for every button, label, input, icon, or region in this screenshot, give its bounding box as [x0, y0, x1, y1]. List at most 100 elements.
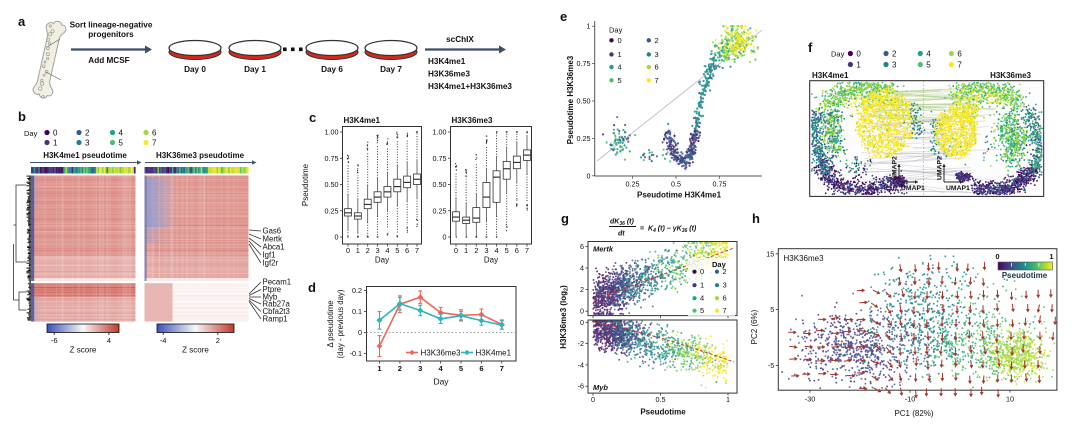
svg-text:UMAP1: UMAP1	[946, 185, 970, 192]
svg-text:0: 0	[995, 252, 999, 261]
svg-text:0.25: 0.25	[577, 134, 591, 143]
svg-text:3: 3	[655, 50, 659, 59]
svg-text:6: 6	[479, 364, 483, 373]
svg-text:7: 7	[525, 246, 529, 255]
svg-text:Add MCSF: Add MCSF	[88, 56, 129, 65]
svg-text:Day 0: Day 0	[184, 65, 206, 74]
svg-text:5: 5	[505, 246, 509, 255]
svg-text:Pseudotime: Pseudotime	[640, 408, 686, 417]
svg-text:6: 6	[580, 242, 584, 251]
svg-text:0: 0	[335, 233, 339, 242]
svg-text:2: 2	[655, 36, 659, 45]
svg-text:H3K36me3: H3K36me3	[990, 71, 1031, 80]
svg-text:Igf1: Igf1	[263, 251, 276, 260]
svg-text:H3K4me1: H3K4me1	[812, 71, 849, 80]
svg-text:5: 5	[700, 306, 704, 315]
svg-text:-30: -30	[805, 395, 815, 404]
svg-text:Mertk: Mertk	[263, 235, 283, 244]
svg-text:Δ pseudotime: Δ pseudotime	[326, 300, 335, 347]
svg-text:Pseudotime H3K4me1: Pseudotime H3K4me1	[637, 191, 722, 200]
svg-text:0.5: 0.5	[671, 180, 681, 189]
svg-text:5: 5	[459, 364, 463, 373]
svg-text:Day: Day	[831, 50, 845, 59]
svg-text:Day: Day	[712, 260, 727, 269]
svg-text:0: 0	[358, 328, 362, 337]
svg-text:-5: -5	[768, 361, 774, 370]
svg-text:-10: -10	[905, 395, 915, 404]
svg-text:0: 0	[856, 50, 861, 59]
svg-text:0.75: 0.75	[713, 180, 727, 189]
svg-text:5: 5	[770, 305, 774, 314]
svg-text:1: 1	[377, 364, 381, 373]
svg-text:1: 1	[464, 246, 468, 255]
svg-text:1: 1	[726, 395, 730, 404]
svg-text:-4: -4	[160, 336, 167, 345]
svg-text:(day - previous day): (day - previous day)	[336, 289, 345, 358]
svg-text:Mertk: Mertk	[593, 245, 614, 254]
svg-text:2: 2	[723, 267, 727, 276]
svg-text:UMAP2: UMAP2	[937, 156, 944, 180]
svg-text:Myb: Myb	[263, 293, 278, 302]
svg-text:0: 0	[580, 307, 584, 316]
svg-text:0: 0	[700, 267, 704, 276]
svg-text:1.00: 1.00	[325, 128, 339, 137]
svg-text:4: 4	[494, 246, 498, 255]
svg-text:2: 2	[366, 246, 370, 255]
svg-text:0.5: 0.5	[656, 395, 666, 404]
svg-text:-0.1: -0.1	[350, 349, 362, 358]
svg-text:Day 1: Day 1	[244, 65, 266, 74]
svg-text:scChIX: scChIX	[446, 35, 474, 44]
svg-text:0.50: 0.50	[433, 180, 447, 189]
svg-text:-6: -6	[578, 382, 584, 391]
svg-text:0: 0	[346, 246, 350, 255]
svg-text:4: 4	[385, 246, 389, 255]
svg-text:Igf2r: Igf2r	[263, 259, 279, 268]
svg-text:Cbfa2t3: Cbfa2t3	[263, 307, 290, 316]
svg-text:4: 4	[700, 294, 704, 303]
svg-text:Pseudotime: Pseudotime	[1002, 271, 1048, 280]
svg-text:4: 4	[580, 264, 584, 273]
svg-text:0: 0	[618, 36, 622, 45]
svg-text:1.00: 1.00	[433, 128, 447, 137]
svg-text:7: 7	[152, 139, 157, 148]
svg-text:1: 1	[53, 139, 58, 148]
svg-text:5: 5	[395, 246, 399, 255]
svg-text:10: 10	[1006, 395, 1014, 404]
svg-text:6: 6	[957, 50, 962, 59]
svg-text:e: e	[560, 9, 567, 24]
svg-text:b: b	[18, 109, 26, 124]
svg-text:0: 0	[587, 171, 591, 180]
svg-text:4: 4	[107, 336, 111, 345]
svg-text:3: 3	[723, 281, 727, 290]
svg-text:g: g	[561, 211, 569, 226]
svg-text:0.1: 0.1	[352, 307, 362, 316]
svg-text:Day: Day	[375, 256, 389, 265]
svg-text:H3K36me3: H3K36me3	[784, 254, 825, 263]
svg-text:1: 1	[1049, 252, 1053, 261]
svg-text:Day 7: Day 7	[380, 65, 402, 74]
svg-text:H3K4me1: H3K4me1	[428, 57, 466, 66]
svg-text:0.75: 0.75	[433, 154, 447, 163]
svg-text:Rab27a: Rab27a	[263, 300, 291, 309]
svg-text:5: 5	[926, 61, 931, 70]
svg-text:H3K4me1+H3K36me3: H3K4me1+H3K36me3	[428, 82, 512, 91]
svg-text:7: 7	[655, 76, 659, 85]
svg-text:Pseudotime H3K36me3: Pseudotime H3K36me3	[566, 55, 575, 144]
svg-text:0: 0	[591, 395, 595, 404]
svg-text:7: 7	[957, 61, 962, 70]
svg-text:5: 5	[618, 76, 622, 85]
svg-text:3: 3	[418, 364, 422, 373]
svg-text:2: 2	[216, 336, 220, 345]
svg-text:3: 3	[375, 246, 379, 255]
svg-text:UMAP2: UMAP2	[892, 156, 899, 180]
svg-text:H3K36me3: H3K36me3	[428, 70, 470, 79]
svg-text:H3K4me1: H3K4me1	[344, 116, 381, 125]
svg-text:4: 4	[119, 129, 124, 138]
svg-text:7: 7	[723, 306, 727, 315]
svg-text:d: d	[308, 280, 316, 295]
svg-text:Sort lineage-negative: Sort lineage-negative	[70, 21, 153, 30]
svg-text:2: 2	[85, 129, 90, 138]
svg-text:Day: Day	[609, 26, 623, 35]
svg-text:Ramp1: Ramp1	[263, 315, 288, 324]
svg-text:H3K4me1 pseudotime: H3K4me1 pseudotime	[43, 151, 127, 160]
